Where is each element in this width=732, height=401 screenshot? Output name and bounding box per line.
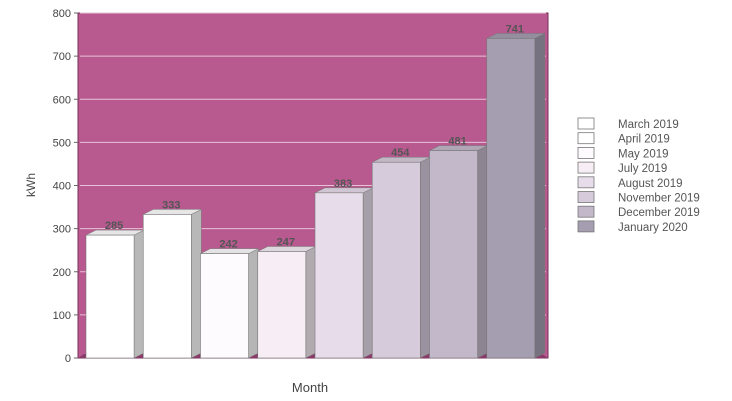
legend-label: May 2019 — [618, 148, 669, 160]
value-label: 285 — [105, 220, 123, 232]
y-tick-label: 400 — [53, 181, 71, 193]
value-label: 383 — [334, 178, 352, 190]
value-label: 741 — [506, 23, 524, 35]
bar — [486, 33, 546, 359]
value-labels: 285 333 242 247 383 454 481 741 — [105, 23, 524, 250]
y-tick-label: 700 — [53, 51, 71, 63]
value-label: 333 — [162, 199, 180, 211]
legend-label: August 2019 — [618, 178, 683, 190]
value-label: 242 — [219, 239, 237, 251]
bar — [429, 145, 488, 359]
legend-label: January 2020 — [618, 222, 688, 234]
value-label: 247 — [277, 236, 295, 248]
bar — [371, 156, 431, 359]
y-tick-label: 800 — [53, 8, 71, 20]
legend-label: December 2019 — [618, 207, 700, 219]
legend-swatch — [577, 176, 595, 189]
legend-label: November 2019 — [618, 193, 700, 205]
y-tick-label: 200 — [53, 267, 71, 279]
legend-swatch — [577, 205, 595, 218]
legend-label: April 2019 — [618, 134, 670, 146]
y-axis-title: kWh — [24, 173, 38, 197]
legend-swatch — [577, 132, 595, 145]
y-tick-label: 500 — [53, 137, 71, 149]
legend-swatch — [577, 191, 595, 203]
legend: March 2019 April 2019 May 2019 July 2019 Aug… — [577, 117, 700, 234]
x-axis-title: Month — [292, 380, 328, 395]
bar — [200, 248, 259, 359]
legend-swatch — [577, 161, 595, 174]
y-axis: 0 100 200 300 400 500 600 700 800 — [53, 8, 78, 365]
legend-swatch — [577, 146, 595, 159]
legend-label: July 2019 — [618, 163, 667, 175]
legend-label: March 2019 — [618, 119, 679, 131]
value-label: 454 — [391, 147, 410, 159]
y-tick-label: 600 — [53, 94, 71, 106]
value-label: 481 — [448, 136, 466, 148]
bar — [314, 187, 374, 359]
legend-swatch — [577, 117, 595, 130]
bar — [142, 208, 202, 359]
bar — [257, 246, 317, 359]
y-tick-label: 100 — [53, 310, 71, 322]
y-tick-label: 300 — [53, 224, 71, 236]
y-tick-label: 0 — [65, 353, 71, 365]
bars — [85, 33, 546, 359]
bar — [85, 229, 145, 359]
legend-swatch — [577, 220, 595, 233]
